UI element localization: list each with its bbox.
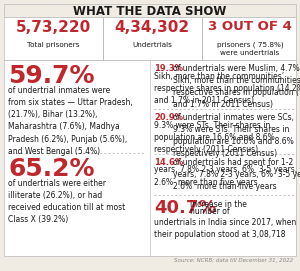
Text: Total prisoners: Total prisoners <box>27 42 79 48</box>
Text: WHAT THE DATA SHOW: WHAT THE DATA SHOW <box>73 5 227 18</box>
Text: 40.7%: 40.7% <box>154 199 217 217</box>
Text: of undertrial inmates were
from six states — Uttar Pradesh,
(21.7%), Bihar (13.2: of undertrial inmates were from six stat… <box>8 86 133 156</box>
Text: 19.3%: 19.3% <box>154 64 183 73</box>
Text: 20.9%: 20.9% <box>154 113 183 122</box>
Text: of undertrials were Muslim, 4.7%
Sikh, more than the communities’
respective sha: of undertrials were Muslim, 4.7% Sikh, m… <box>173 64 300 109</box>
Text: undertrials in India since 2017, when
their population stood at 3,08,718: undertrials in India since 2017, when th… <box>154 218 296 239</box>
Text: of undertrial inmates were SCs,
9.3% were STs. Their shares in
population are 16: of undertrial inmates were SCs, 9.3% wer… <box>173 113 294 159</box>
Text: 65.2%: 65.2% <box>8 157 94 181</box>
Text: 5,73,220: 5,73,220 <box>15 20 91 35</box>
Text: 59.7%: 59.7% <box>8 64 94 88</box>
Text: 3 OUT OF 4: 3 OUT OF 4 <box>208 20 292 33</box>
Text: number of: number of <box>190 207 230 216</box>
Text: of undertrials were either
illiterate (26.2%), or had
received education till at: of undertrials were either illiterate (2… <box>8 179 125 224</box>
Text: prisoners ( 75.8%)
were undertrials: prisoners ( 75.8%) were undertrials <box>217 42 283 56</box>
Text: Sikh, more than the communities’
respective shares in population (14.2%
and 1.7%: Sikh, more than the communities’ respect… <box>154 72 300 105</box>
Text: Undertrials: Undertrials <box>132 42 172 48</box>
Text: 4,34,302: 4,34,302 <box>114 20 190 35</box>
Text: increase in the: increase in the <box>190 200 247 209</box>
Bar <box>4 60 296 256</box>
Text: Source: NCRB; data till December 31, 2022: Source: NCRB; data till December 31, 202… <box>174 258 293 263</box>
Text: years, 7.8% 2-3 years, 6%  3-5 years, and
2.6%  more than five years: years, 7.8% 2-3 years, 6% 3-5 years, and… <box>154 166 300 187</box>
Text: 14.6%: 14.6% <box>154 158 183 167</box>
Bar <box>4 17 296 61</box>
Text: of undertrials had spent for 1-2
years, 7.8% 2-3 years, 6%  3-5 years, and
2.6% : of undertrials had spent for 1-2 years, … <box>173 158 300 191</box>
Text: 9.3% were STs. Their shares in
population are 16.6% and 8.6%
respectively (2011 : 9.3% were STs. Their shares in populatio… <box>154 121 275 154</box>
